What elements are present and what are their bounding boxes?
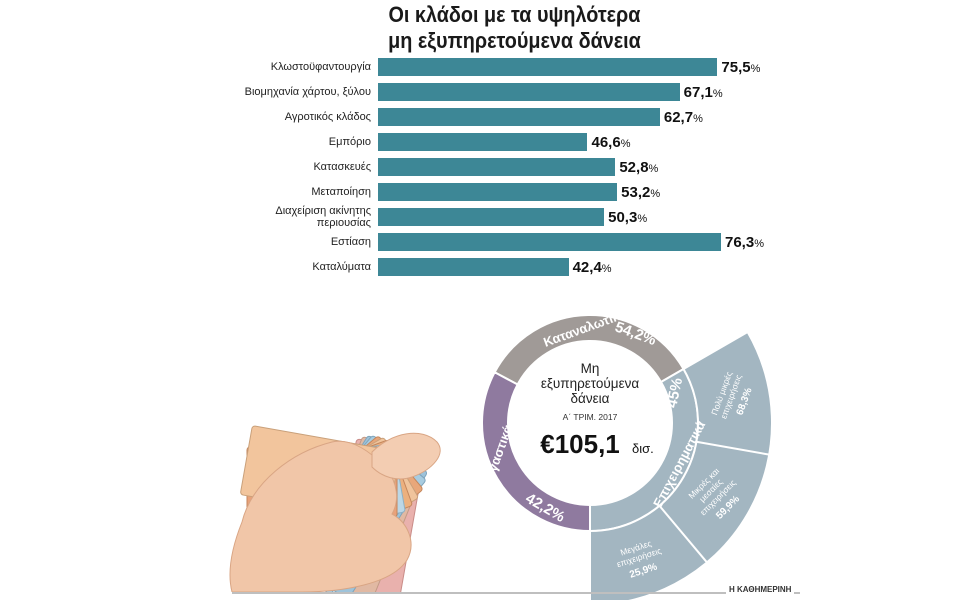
thumb-shape: [371, 432, 441, 480]
bar: [378, 208, 605, 226]
bar-value-number: 52,8: [619, 159, 649, 176]
category-label: Εμπόριο: [211, 133, 371, 151]
bar-value-unit: %: [693, 113, 703, 125]
slice-value-business: 45%: [663, 376, 686, 409]
bar-value-label: 67,1%: [684, 84, 723, 103]
bar-value-number: 75,5: [721, 59, 751, 76]
bar-value-number: 62,7: [663, 109, 694, 126]
chart-title-line-1: Οι κλάδοι με τα υψηλότερα: [388, 2, 641, 27]
bar-value-label: 75,5%: [721, 59, 760, 78]
business-breakdown-wedge: [589, 330, 773, 600]
category-label-line: περιουσίας: [316, 217, 371, 229]
bar-value-number: 46,6: [591, 134, 621, 151]
bar-value-label: 42,4%: [573, 259, 612, 278]
bar-value-unit: %: [620, 138, 631, 150]
bar: [378, 233, 721, 251]
bar: [378, 158, 616, 176]
donut-slice: [481, 370, 591, 533]
category-label-line: Αγροτικός κλάδος: [284, 111, 371, 123]
bar-value-number: 67,1: [683, 84, 713, 101]
category-label: Κατασκευές: [211, 158, 371, 176]
bar: [378, 133, 588, 151]
bar-value-label: 76,3%: [725, 234, 764, 253]
bar-value-number: 76,3: [725, 234, 755, 251]
category-label: Κλωστοϋφαντουργία: [211, 58, 371, 76]
category-label: Καταλύματα: [211, 258, 371, 276]
bar-value-number: 53,2: [621, 184, 651, 201]
category-label: Εστίαση: [211, 233, 371, 251]
bar: [378, 183, 618, 201]
chart-title: Οι κλάδοι με τα υψηλότερα μη εξυπηρετούμ…: [260, 2, 769, 54]
bar-value-label: 50,3%: [608, 209, 647, 228]
bar-value-label: 46,6%: [591, 134, 630, 153]
bar-value-unit: %: [637, 213, 648, 225]
bar-value-number: 42,4: [572, 259, 602, 276]
category-label: Αγροτικός κλάδος: [211, 108, 371, 126]
center-title-line: δάνεια: [571, 391, 610, 406]
bar-value-label: 53,2%: [621, 184, 660, 203]
category-label: Διαχείριση ακίνητης περιουσίας: [211, 205, 371, 229]
sector-bar-chart: Κλωστοϋφαντουργία 75,5% Βιομηχανία χάρτου,…: [0, 0, 960, 290]
chart-title-line-2: μη εξυπηρετούμενα δάνεια: [388, 28, 641, 53]
center-title-line: εξυπηρετούμενα: [541, 376, 640, 391]
category-label-line: Μεταποίηση: [311, 186, 371, 198]
bar-value-unit: %: [650, 188, 661, 200]
donut-backdrop: [480, 313, 700, 533]
category-label-line: Εμπόριο: [328, 136, 371, 148]
category-label-line: Κατασκευές: [313, 161, 371, 173]
bar: [378, 258, 569, 276]
euro-banknotes-illustration: [229, 425, 441, 592]
footer-divider: [232, 592, 800, 594]
category-label-line: Βιομηχανία χάρτου, ξύλου: [244, 86, 371, 98]
category-label-line: Εστίαση: [330, 236, 371, 248]
center-title-line: Μη: [581, 361, 600, 376]
source-credit: Η ΚΑΘΗΜΕΡΙΝΗ: [726, 585, 795, 594]
category-label: Μεταποίηση: [211, 183, 371, 201]
breakdown-divider: [658, 505, 708, 564]
category-label-line: Διαχείριση ακίνητης: [275, 205, 371, 217]
bar: [378, 108, 660, 126]
bar-value-number: 50,3: [608, 209, 638, 226]
bar-value-unit: %: [648, 163, 659, 175]
category-label-line: Καταλύματα: [312, 261, 371, 273]
center-unit: δισ.: [632, 441, 654, 456]
hand-shape: [229, 440, 412, 592]
bar: [378, 83, 680, 101]
bar-value-unit: %: [601, 263, 612, 275]
breakdown-divider: [696, 440, 770, 456]
bar-value-label: 52,8%: [619, 159, 658, 178]
bar-value-unit: %: [750, 63, 761, 75]
bar: [378, 58, 718, 76]
category-label: Βιομηχανία χάρτου, ξύλου: [211, 83, 371, 101]
category-label-line: Κλωστοϋφαντουργία: [270, 61, 371, 73]
center-subtitle: Α΄ ΤΡΙΜ. 2017: [563, 412, 618, 422]
bar-value-unit: %: [754, 238, 764, 250]
bar-value-label: 62,7%: [664, 109, 703, 128]
center-value: €105,1: [540, 429, 620, 459]
bar-value-unit: %: [712, 88, 723, 100]
